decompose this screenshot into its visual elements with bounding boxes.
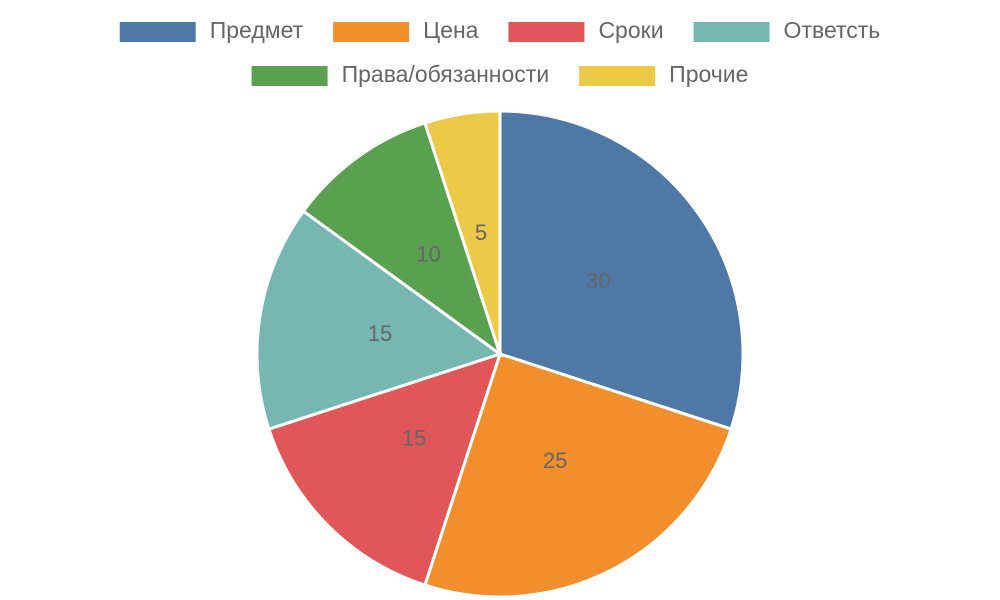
legend-label: Цена [423,17,479,43]
data-label: 5 [475,220,487,245]
legend-item: Прочие [579,61,748,87]
pie-slice [255,209,504,431]
legend-item: Ответсть [693,17,881,43]
data-label: 15 [368,321,392,346]
legend-swatch [251,66,328,86]
legend-swatch [508,22,585,42]
legend-label: Права/обязанности [342,61,550,87]
legend-swatch [333,22,410,42]
data-label: 25 [543,448,567,473]
pie-slice [301,121,503,358]
pie-slice [498,109,745,431]
legend-item: Предмет [119,17,304,43]
legend-label: Ответсть [784,17,881,43]
legend-item: Сроки [508,17,664,43]
legend-label: Сроки [598,17,663,43]
pie-slice [423,352,733,599]
legend-label: Прочие [669,61,748,87]
legend-swatch [693,22,770,42]
pie-slice [423,109,502,355]
legend-item: Цена [333,17,479,43]
legend-swatch [119,22,196,42]
data-label: 15 [402,426,426,451]
legend-swatch [579,66,656,86]
data-label: 30 [586,268,610,293]
data-label: 10 [416,242,440,267]
legend-label: Предмет [210,17,304,43]
legend-item: Права/обязанности [251,61,550,87]
